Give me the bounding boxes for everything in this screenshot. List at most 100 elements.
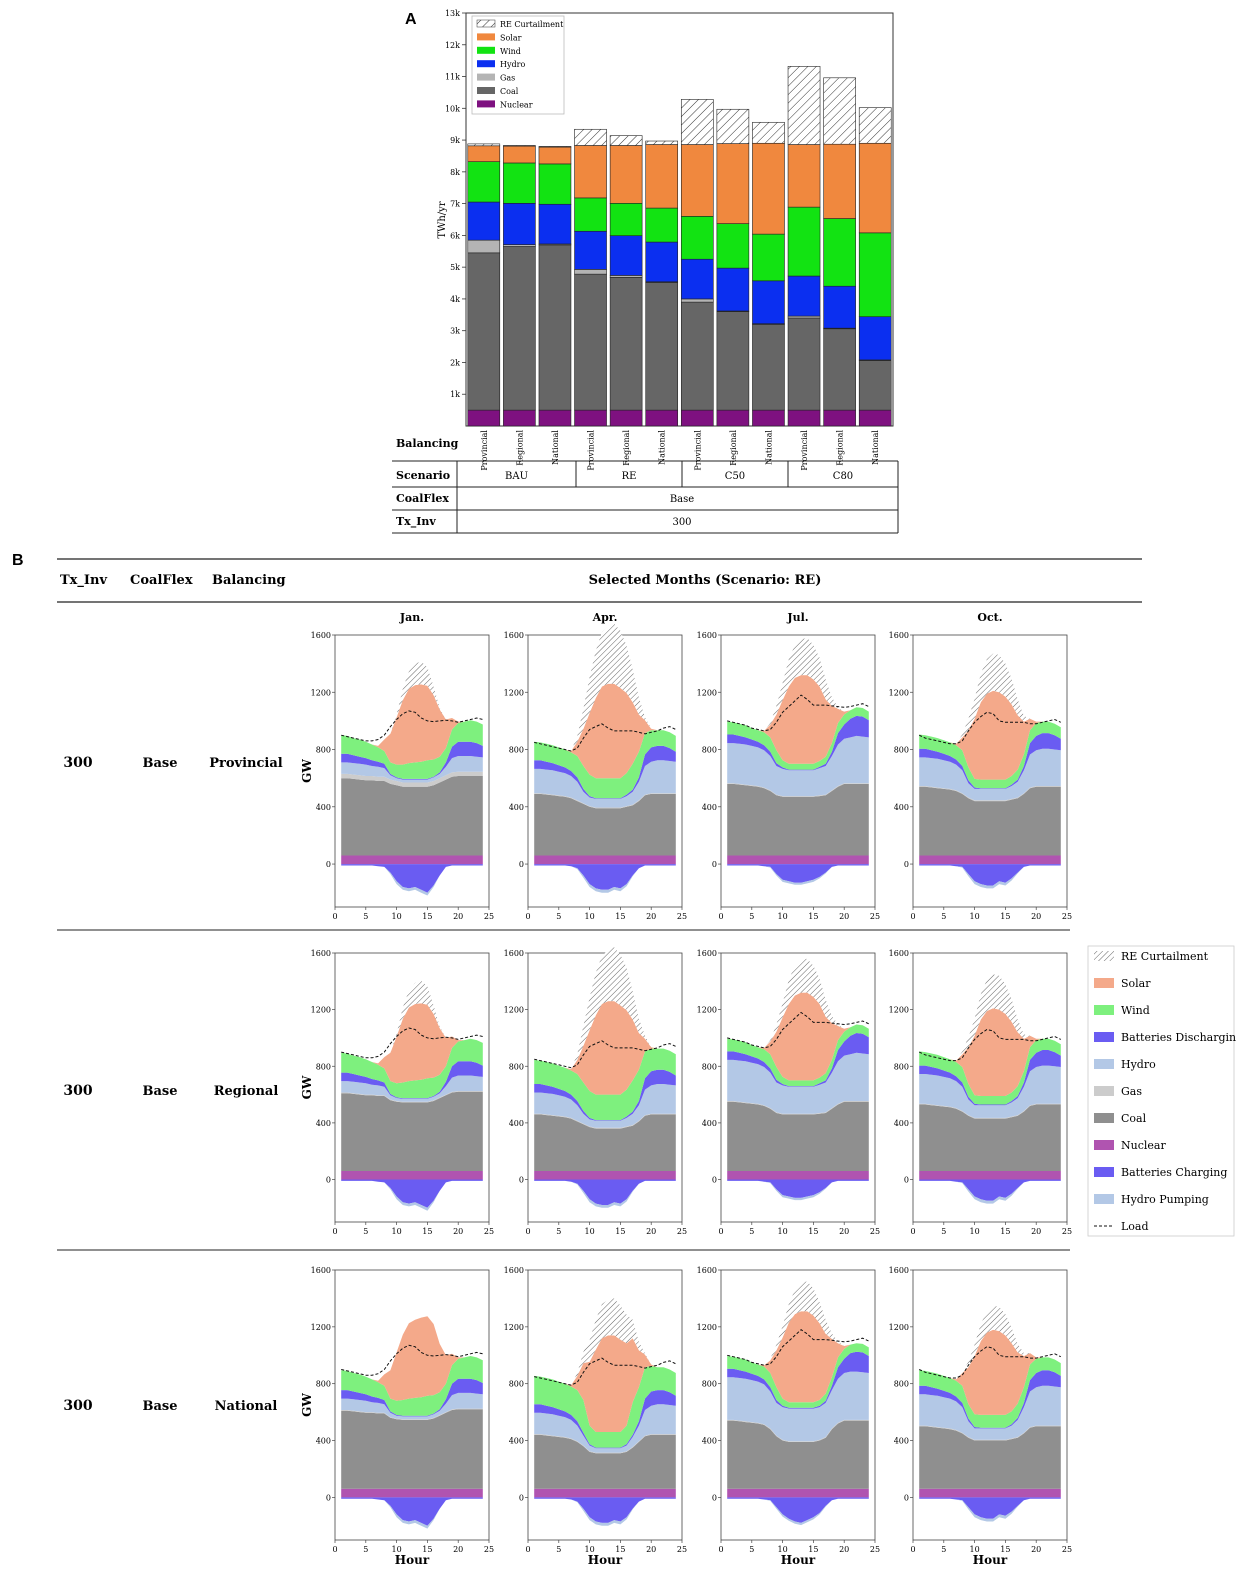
subplot-ytick-label: 0: [519, 1493, 524, 1502]
area-gas: [919, 1425, 1061, 1441]
area-gas: [534, 793, 676, 809]
load-line: [918, 1346, 1062, 1379]
panel-a-legend-label: Coal: [500, 87, 519, 96]
subplot-ytick-label: 1200: [504, 1006, 524, 1015]
subplot-ytick-label: 400: [316, 1437, 331, 1446]
bar-wind: [823, 218, 856, 287]
subplot-xtick-label: 20: [453, 912, 463, 921]
area-batteries-charging: [534, 1179, 676, 1205]
panel-b-legend-label: Nuclear: [1121, 1139, 1166, 1152]
panel-a-legend-swatch: [477, 46, 495, 54]
subplot-ytick-label: 400: [702, 803, 717, 812]
panel-b-legend-label: Hydro Pumping: [1121, 1193, 1209, 1206]
subplot-ytick-label: 1600: [889, 631, 909, 640]
area-coal: [727, 1101, 869, 1171]
subplot-xtick-label: 10: [970, 1545, 980, 1554]
panel-a-legend-swatch: [477, 87, 495, 94]
area-gas: [919, 1103, 1061, 1119]
area-batteries-charging: [919, 1497, 1061, 1519]
panel-b-legend-swatch: [1094, 1167, 1114, 1177]
panel-a-legend-label: Nuclear: [500, 100, 533, 109]
area-hydro: [534, 1404, 676, 1453]
bar-solar: [787, 144, 821, 208]
subplot-xtick-label: 0: [332, 1545, 337, 1554]
panel-b-header-balancing: Balancing: [212, 573, 286, 588]
subplot-xtick-label: 0: [332, 1227, 337, 1236]
panel-a-legend-swatch: [477, 73, 495, 81]
panel-b-xlabel: Hour: [781, 1553, 816, 1567]
panel-a-legend-label: Gas: [500, 74, 515, 83]
panel-a-xtick-labels: Provincial Regional National Provincial Regi…: [480, 430, 880, 471]
subplot-xtick-label: 15: [615, 912, 625, 921]
panel-b-subplot: 0 400 800 1200 1600 0 5 10 15 20 25: [697, 631, 880, 921]
area-batteries-discharging: [341, 1061, 483, 1099]
load-line: [727, 1011, 870, 1049]
panel-b-row-balancing: Regional: [214, 1084, 279, 1099]
subplot-ytick-label: 0: [904, 1493, 909, 1502]
bar-hydro: [823, 285, 856, 329]
subplot-ytick-label: 1600: [889, 1266, 909, 1275]
area-hydro: [534, 760, 676, 808]
panel-a-xtick-label: Regional: [515, 430, 524, 466]
area-batteries-discharging: [919, 733, 1061, 789]
bar-coal: [503, 246, 536, 411]
area-coal: [919, 1426, 1061, 1489]
subplot-xtick-label: 25: [870, 1227, 880, 1236]
area-hydro: [727, 1371, 869, 1442]
area-coal: [341, 776, 483, 856]
subplot-ytick-label: 1200: [697, 1323, 717, 1332]
panel-a-yaxis: 1k 2k 3k 4k 5k 6k 7k 8k 9k 10k 11k 12k 13k: [445, 9, 466, 399]
table-scenario-c50: C50: [725, 471, 745, 482]
panel-b-subplot: 0 400 800 1200 1600 0 5 10 15 20 25: [311, 949, 494, 1236]
panel-b-letter: B: [12, 552, 24, 569]
bar-nuclear: [645, 409, 679, 427]
area-coal: [727, 1420, 869, 1489]
subplot-ytick-label: 800: [702, 746, 717, 755]
panel-a-xtick-label: Provincial: [587, 430, 596, 471]
bar-hydro: [538, 203, 572, 245]
subplot-xtick-label: 5: [556, 1545, 561, 1554]
bar-coal: [680, 301, 714, 411]
subplot-ytick-label: 400: [702, 1119, 717, 1128]
panel-b-legend-label: Batteries Discharging: [1121, 1031, 1236, 1044]
bar-re-curtailment: [538, 146, 572, 148]
panel-a-xtick-label: Regional: [836, 430, 845, 466]
subplot-xtick-label: 5: [363, 1545, 368, 1554]
subplot-ytick-label: 400: [509, 1119, 524, 1128]
panel-b-row-coalflex: Base: [142, 756, 177, 771]
subplot-ytick-label: 800: [894, 746, 909, 755]
bar-re-curtailment: [680, 99, 714, 145]
subplot-xtick-label: 0: [525, 1545, 530, 1554]
area-batteries-discharging: [341, 741, 483, 780]
panel-a-legend-swatch: [476, 19, 496, 28]
area-coal: [534, 1114, 676, 1171]
panel-b-subplot: 0 400 800 1200 1600 0 5 10 15 20 25: [697, 949, 880, 1236]
panel-b-legend-label: Hydro: [1121, 1058, 1156, 1071]
subplot-xtick-label: 15: [422, 1227, 432, 1236]
subplot-xtick-label: 20: [453, 1227, 463, 1236]
subplot-xtick-label: 20: [839, 912, 849, 921]
bar-wind: [645, 207, 679, 243]
area-gas: [341, 1408, 483, 1420]
bar-nuclear: [467, 409, 501, 427]
panel-b-row-txinv: 300: [63, 755, 92, 771]
panel-b-subplot: 0 400 800 1200 1600 0 5 10 15 20 25 Hour: [889, 1266, 1072, 1567]
subplot-xtick-label: 10: [392, 1545, 402, 1554]
panel-b-legend-swatch: [1094, 1113, 1114, 1123]
panel-a-legend-label: Hydro: [500, 60, 525, 69]
area-re-curtailment: [727, 637, 869, 731]
bar-wind: [609, 202, 643, 237]
subplot-ytick-label: 800: [316, 1380, 331, 1389]
bar-hydro: [680, 258, 714, 300]
area-batteries-discharging: [534, 1069, 676, 1121]
subplot-ytick-label: 400: [316, 1119, 331, 1128]
load-line: [727, 694, 870, 732]
area-batteries-discharging: [919, 1370, 1061, 1429]
area-re-curtailment: [534, 623, 676, 751]
bar-nuclear: [574, 409, 607, 427]
subplot-ytick-label: 800: [702, 1062, 717, 1071]
panel-a-ytick-label: 2k: [450, 358, 460, 367]
area-wind: [341, 1038, 483, 1099]
area-hydro-pumping: [341, 1180, 483, 1211]
subplot-xtick-label: 20: [646, 912, 656, 921]
